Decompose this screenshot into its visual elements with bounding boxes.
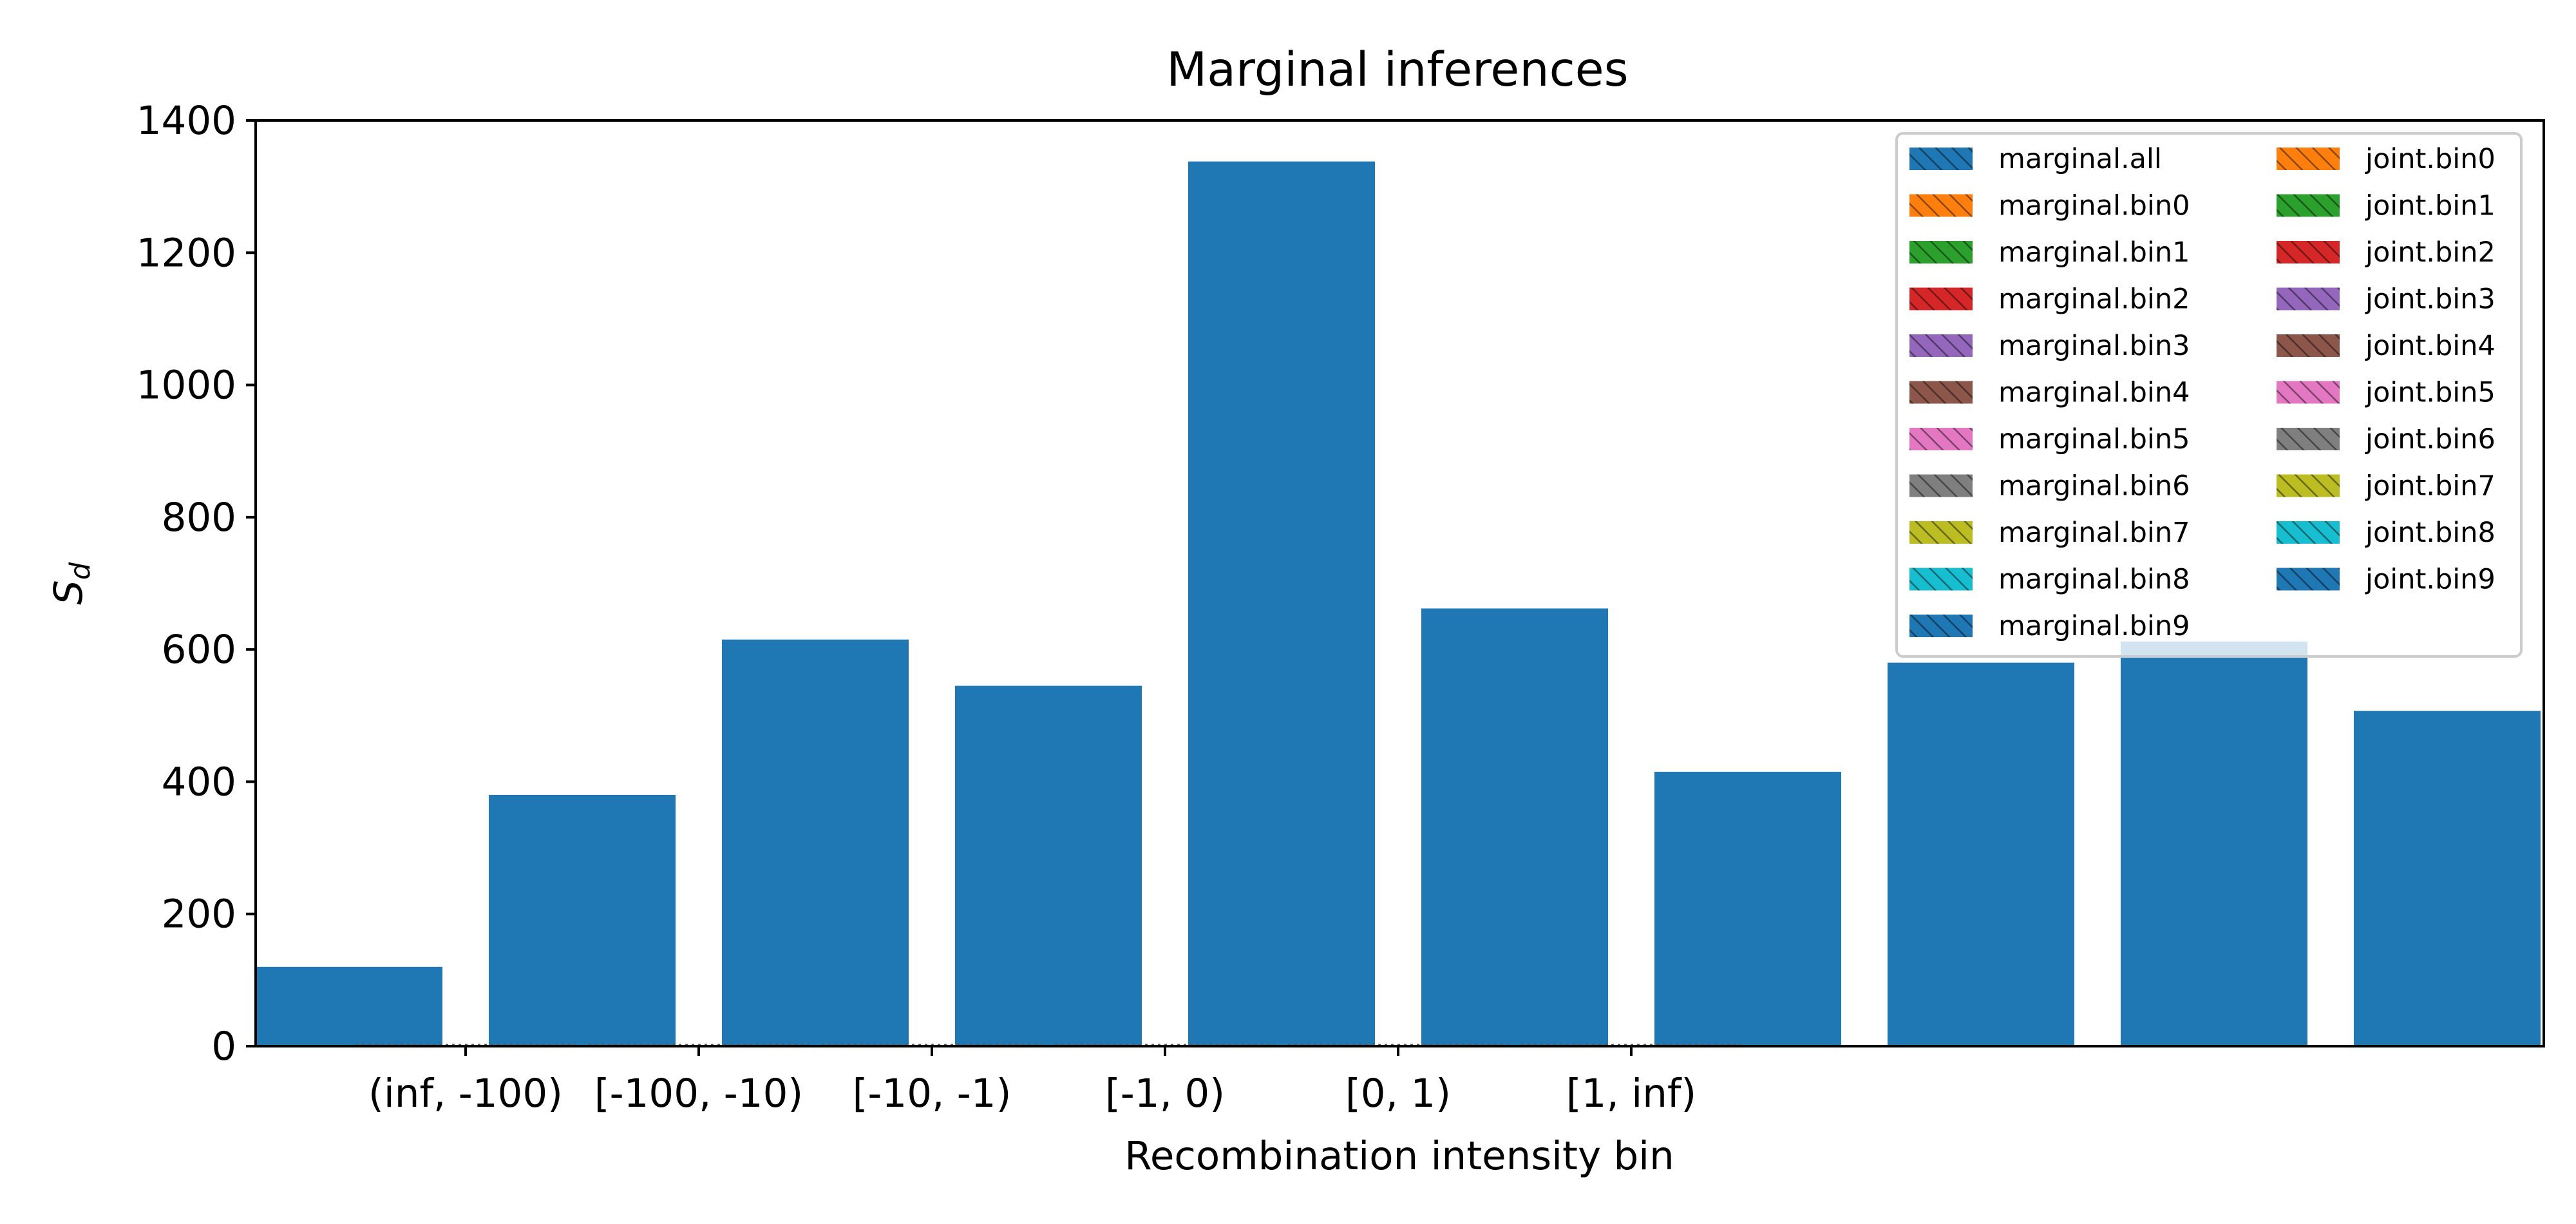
y-tick-label-3: 600 [162,627,236,673]
bar-3 [955,685,1142,1046]
x-tick-label-1: [-100, -10) [594,1071,803,1116]
legend-swatch-hatch-6 [1909,428,1973,450]
legend-swatch-hatch-3 [1909,287,1973,311]
legend-label-1: marginal.bin0 [1998,190,2190,222]
bar-9 [2354,711,2541,1046]
legend-swatch-hatch-13 [2277,241,2340,263]
legend-label-6: marginal.bin5 [1998,423,2190,455]
bar-5 [1421,608,1608,1046]
legend-label-15: joint.bin4 [2365,330,2496,362]
legend-swatch-hatch-9 [1909,568,1973,591]
bars [256,161,2541,1047]
legend-label-3: marginal.bin2 [1998,283,2190,316]
x-tick-label-4: [0, 1) [1345,1071,1451,1116]
legend-swatch-hatch-20 [2277,568,2340,591]
legend-box [1895,132,2523,658]
y-axis-label-main: S [46,580,91,605]
x-axis: (inf, -100) [-100, -10) [-10, -1) [-1, 0) [0… [368,1046,1696,1116]
legend-swatch-hatch-5 [1909,381,1973,404]
y-axis-label-subscript: d [64,562,97,580]
legend-label-5: marginal.bin4 [1998,377,2190,409]
legend-label-14: joint.bin3 [2365,283,2496,316]
legend: marginal.all marginal.bin0 marginal.bin1 ma… [1895,132,2523,658]
legend-swatch-hatch-14 [2277,287,2340,311]
legend-label-7: marginal.bin6 [1998,470,2190,502]
legend-swatch-hatch-16 [2277,381,2340,404]
y-tick-label-7: 1400 [137,98,236,144]
legend-swatch-hatch-12 [2277,194,2340,217]
legend-label-9: marginal.bin8 [1998,564,2190,596]
y-axis: 0 200 400 600 800 1000 1200 1400 [137,98,256,1069]
legend-label-10: marginal.bin9 [1998,610,2190,642]
legend-label-20: joint.bin9 [2365,564,2496,596]
legend-swatch-hatch-2 [1909,241,1973,263]
y-tick-label-5: 1000 [137,363,236,408]
bar-6 [1654,772,1841,1046]
bar-8 [2121,641,2307,1046]
x-tick-label-2: [-10, -1) [853,1071,1012,1116]
bar-4 [1188,161,1375,1047]
legend-swatch-hatch-11 [2277,148,2340,170]
x-axis-label: Recombination intensity bin [1124,1133,1674,1179]
x-tick-label-3: [-1, 0) [1105,1071,1225,1116]
legend-label-0: marginal.all [1998,143,2162,175]
x-tick-label-0: (inf, -100) [368,1071,563,1116]
legend-swatch-hatch-7 [1909,474,1973,497]
y-axis-label: Sd [46,562,97,605]
legend-label-4: marginal.bin3 [1998,330,2190,362]
legend-label-13: joint.bin2 [2365,236,2496,269]
legend-swatch-hatch-4 [1909,334,1973,357]
legend-swatch-hatch-17 [2277,428,2340,450]
chart-title: Marginal inferences [1166,43,1628,97]
y-tick-label-4: 800 [162,495,236,540]
legend-label-11: joint.bin0 [2365,143,2496,175]
legend-label-2: marginal.bin1 [1998,236,2190,269]
legend-swatch-hatch-18 [2277,474,2340,497]
legend-swatch-hatch-8 [1909,521,1973,544]
legend-swatch-hatch-0 [1909,148,1973,170]
bar-1 [489,794,676,1046]
legend-label-16: joint.bin5 [2365,377,2496,409]
bar-0 [256,966,442,1046]
legend-swatch-hatch-1 [1909,194,1973,217]
y-tick-label-0: 0 [211,1024,236,1069]
y-tick-label-2: 400 [162,759,236,805]
legend-label-12: joint.bin1 [2365,190,2496,222]
x-tick-label-5: [1, inf) [1566,1071,1696,1116]
bar-2 [722,639,909,1046]
legend-swatch-hatch-10 [1909,615,1973,637]
bar-7 [1888,662,2074,1046]
legend-label-18: joint.bin7 [2365,470,2496,502]
plot-frame [254,119,2545,1047]
legend-label-17: joint.bin6 [2365,423,2496,455]
legend-label-19: joint.bin8 [2365,517,2496,549]
y-tick-label-1: 200 [162,892,236,937]
legend-swatch-hatch-15 [2277,334,2340,357]
legend-label-8: marginal.bin7 [1998,517,2190,549]
legend-swatch-hatch-19 [2277,521,2340,544]
y-tick-label-6: 1200 [137,230,236,276]
